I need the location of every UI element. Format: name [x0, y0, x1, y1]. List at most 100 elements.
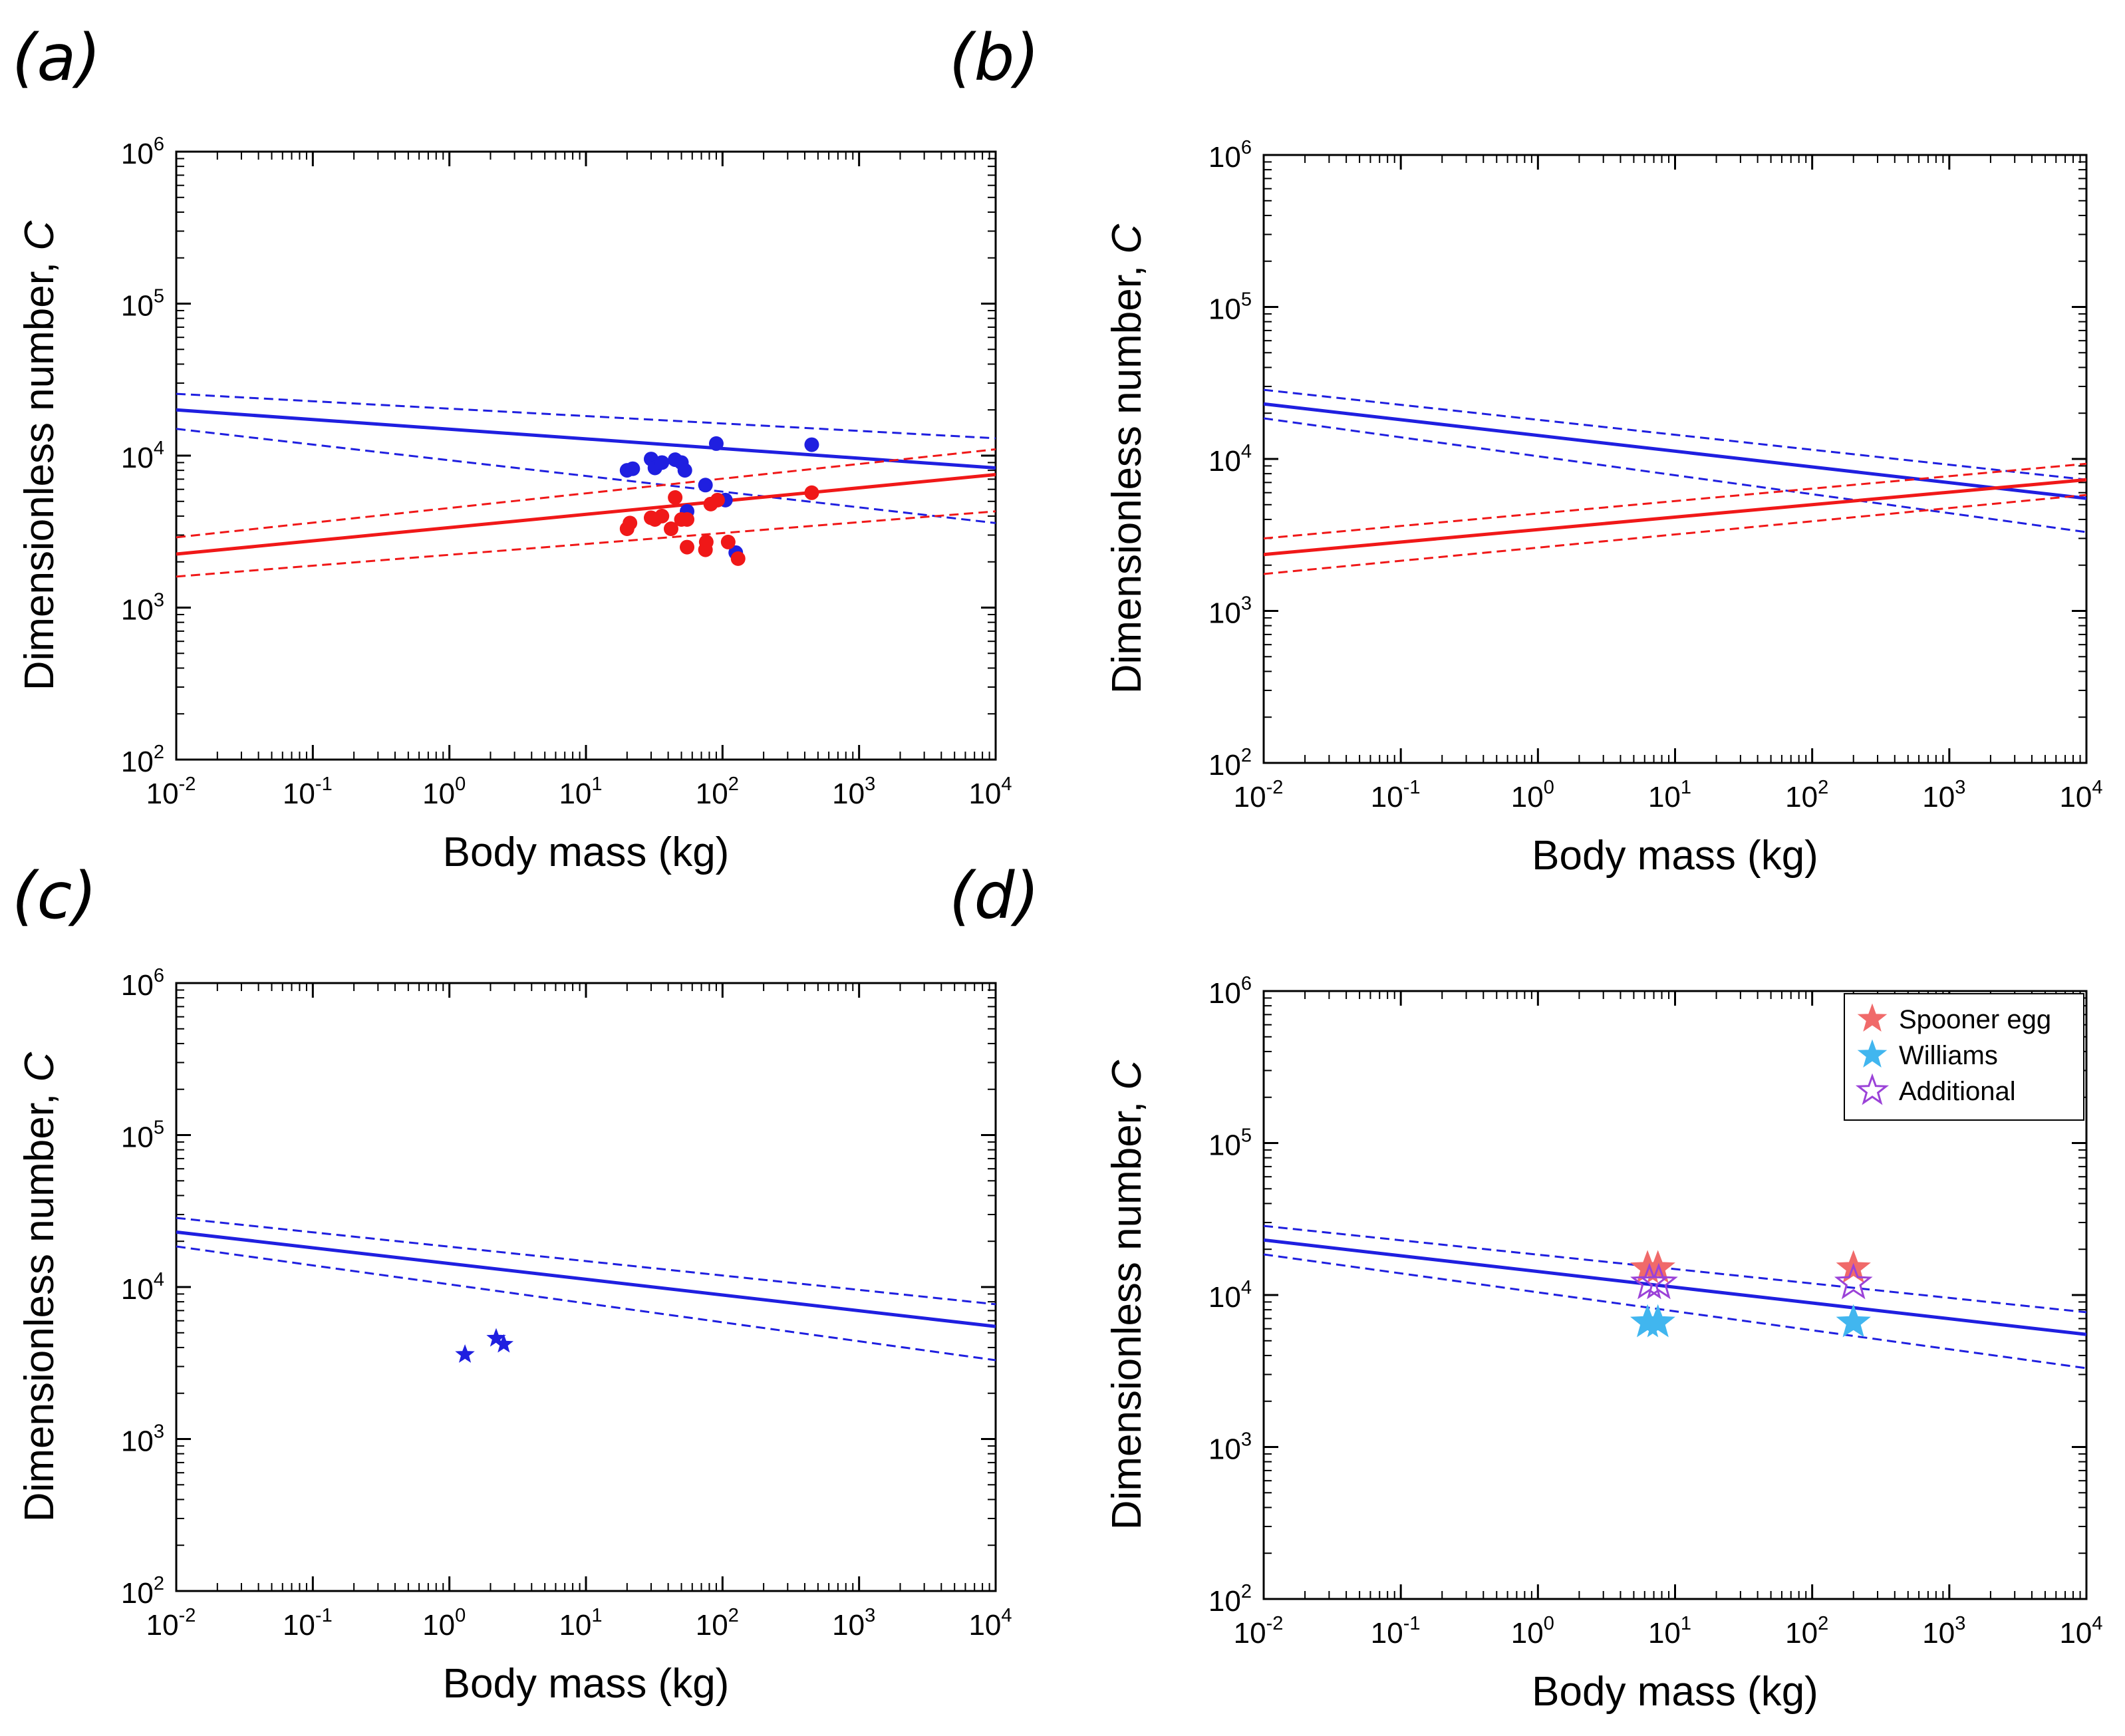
- y-axis: 102 103 104 105 106: [121, 965, 996, 1610]
- data-point: [680, 512, 695, 527]
- x-tick-label: 10-1: [1371, 1613, 1421, 1650]
- x-tick-label: 104: [968, 774, 1012, 810]
- series-additional: [1630, 1262, 1873, 1300]
- ci-line-red: [1264, 494, 2086, 575]
- fit-line-red: [176, 473, 996, 556]
- x-tick-label: 100: [422, 1605, 466, 1642]
- panel-a: (a)10-2 10-1 100 101 102 103 10410210310410510…: [12, 21, 1012, 875]
- y-tick-label: 105: [121, 1117, 164, 1154]
- fit-line-blue: [1264, 402, 2086, 500]
- fit-lines: [1264, 388, 2086, 575]
- x-tick-label: 102: [1785, 1613, 1828, 1650]
- series-williams: [1630, 1304, 1871, 1338]
- fit-lines: [176, 392, 996, 578]
- legend-marker: [1857, 1003, 1888, 1032]
- x-tick-label: 100: [1511, 1613, 1554, 1650]
- y-tick-label: 106: [1208, 973, 1252, 1010]
- x-axis-title: Body mass (kg): [443, 1661, 730, 1707]
- y-tick-label: 104: [1208, 1277, 1252, 1314]
- y-tick-label: 105: [121, 286, 164, 323]
- y-axis: 102 103 104 105 106: [121, 134, 996, 778]
- legend-label: Williams: [1899, 1041, 1998, 1070]
- legend-marker: [1855, 1073, 1890, 1105]
- legend-label: Additional: [1899, 1077, 2016, 1106]
- fit-line-red: [1264, 478, 2086, 557]
- panel-d: (d)10-2 10-1 100 101 102 103 10410210310410510…: [949, 859, 2103, 1715]
- x-tick-label: 101: [1648, 777, 1691, 813]
- data-point: [663, 521, 678, 537]
- panel-label: (b): [949, 21, 1040, 95]
- y-tick-label: 102: [1208, 1581, 1252, 1618]
- ci-line-red: [176, 510, 996, 578]
- ci-line-red: [176, 448, 996, 539]
- legend: Spooner egg Williams Additional: [1844, 993, 2084, 1121]
- y-tick-label: 106: [1208, 137, 1252, 174]
- x-axis: 10-2 10-1 100 101 102 103 104: [146, 152, 1012, 810]
- legend-label: Spooner egg: [1899, 1005, 2051, 1034]
- y-tick-label: 106: [121, 134, 164, 170]
- panel-c: (c)10-2 10-1 100 101 102 103 10410210310410510…: [12, 859, 1012, 1707]
- data-point: [720, 534, 736, 549]
- x-tick-label: 100: [422, 774, 466, 810]
- y-tick-label: 102: [121, 742, 164, 778]
- x-tick-label: 10-2: [1234, 1613, 1284, 1650]
- y-tick-label: 104: [121, 438, 164, 474]
- x-tick-label: 104: [2059, 1613, 2102, 1650]
- data-point: [680, 539, 695, 555]
- y-tick-label: 105: [1208, 289, 1252, 326]
- series-red-points: [619, 485, 819, 566]
- data-point: [654, 508, 670, 523]
- x-tick-label: 103: [832, 1605, 875, 1642]
- x-tick-label: 10-1: [283, 774, 333, 810]
- y-tick-label: 102: [1208, 745, 1252, 782]
- ci-line-blue: [1264, 388, 2086, 481]
- x-tick-label: 100: [1511, 777, 1554, 813]
- ci-line-blue: [176, 428, 996, 524]
- x-axis: 10-2 10-1 100 101 102 103 104: [146, 983, 1012, 1642]
- fit-line-blue: [1264, 1238, 2086, 1336]
- data-point: [708, 436, 724, 451]
- ci-line-blue: [176, 392, 996, 440]
- y-tick-label: 105: [1208, 1125, 1252, 1162]
- y-tick-label: 103: [1208, 1429, 1252, 1466]
- data-point: [668, 490, 683, 506]
- data-point: [730, 551, 746, 566]
- data-point: [804, 485, 819, 500]
- y-tick-label: 102: [121, 1573, 164, 1610]
- x-tick-label: 101: [559, 774, 602, 810]
- ci-line-blue: [1264, 1225, 2086, 1314]
- x-tick-label: 102: [696, 774, 739, 810]
- x-tick-label: 101: [559, 1605, 602, 1642]
- y-axis: 102 103 104 105 106: [1208, 137, 2086, 782]
- y-axis-title: Dimensionless number, C: [17, 1052, 63, 1522]
- x-tick-label: 103: [1922, 777, 1965, 813]
- y-tick-label: 103: [1208, 593, 1252, 630]
- data-point: [623, 515, 638, 531]
- y-tick-label: 103: [121, 590, 164, 627]
- star-marker: [1836, 1304, 1871, 1338]
- x-tick-label: 10-2: [146, 774, 196, 810]
- ci-line-blue: [176, 1245, 996, 1362]
- legend-marker: [1857, 1039, 1888, 1068]
- y-axis-title: Dimensionless number, C: [1104, 1060, 1150, 1530]
- series-blue-stars: [455, 1328, 514, 1363]
- x-tick-label: 10-1: [283, 1605, 333, 1642]
- x-axis-title: Body mass (kg): [1532, 1669, 1818, 1715]
- star-marker: [1640, 1304, 1675, 1338]
- x-tick-label: 10-2: [1234, 777, 1284, 813]
- data-point: [654, 455, 670, 470]
- panel-label: (c): [12, 859, 97, 933]
- data-point: [804, 437, 819, 452]
- x-axis: 10-2 10-1 100 101 102 103 104: [1234, 991, 2103, 1650]
- ci-line-red: [1264, 462, 2086, 539]
- star-marker: [1834, 1262, 1873, 1300]
- ci-line-blue: [1264, 417, 2086, 533]
- x-tick-label: 10-2: [146, 1605, 196, 1642]
- y-tick-label: 104: [121, 1269, 164, 1306]
- y-axis-title: Dimensionless number, C: [1104, 223, 1150, 694]
- x-axis-title: Body mass (kg): [1532, 833, 1818, 879]
- panel-b: (b)10-2 10-1 100 101 102 103 10410210310410510…: [949, 21, 2103, 879]
- x-tick-label: 104: [968, 1605, 1012, 1642]
- y-axis: 102 103 104 105 106: [1208, 973, 2086, 1618]
